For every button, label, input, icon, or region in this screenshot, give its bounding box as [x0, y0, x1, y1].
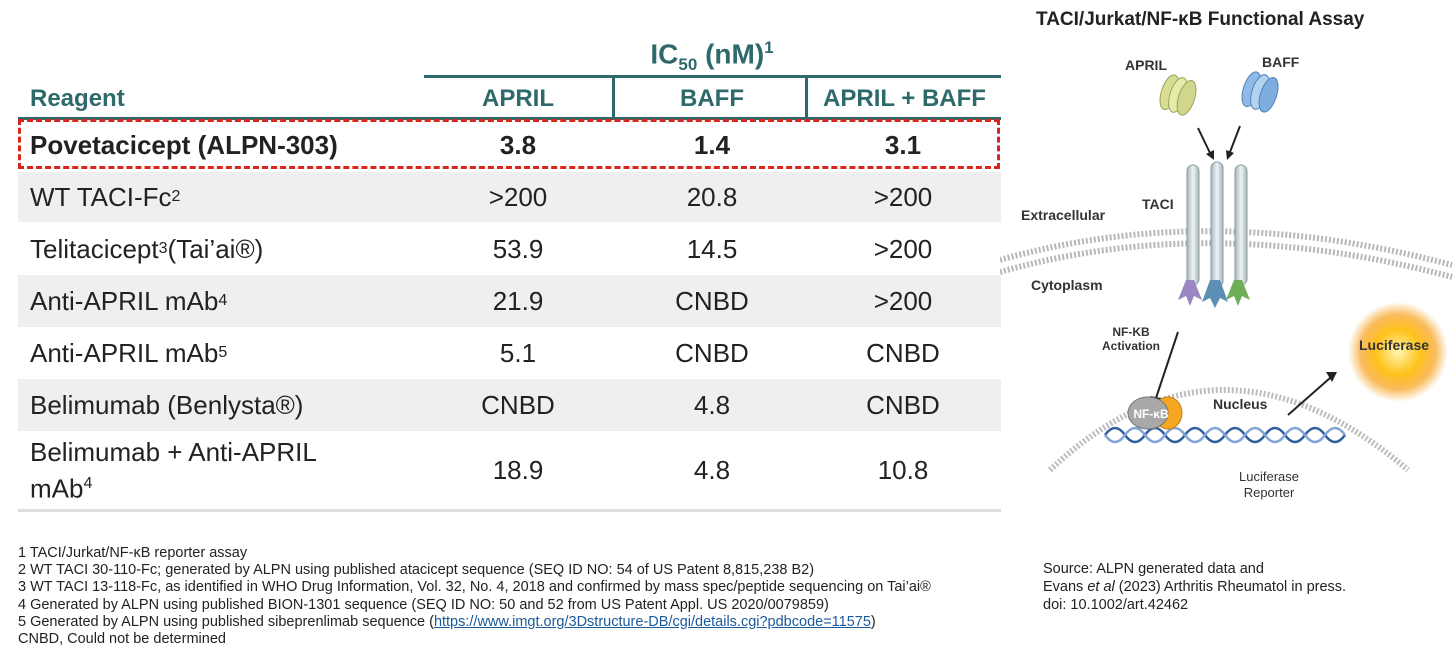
baff-ligand-icon: [1241, 71, 1279, 113]
reagent-name: Belimumab (Benlysta®): [30, 389, 304, 420]
header-reagent: Reagent: [30, 85, 125, 112]
footnotes: 1 TACI/Jurkat/NF-κB reporter assay 2 WT …: [18, 545, 931, 648]
highlight-box: [18, 119, 1000, 169]
table-row: Povetacicept (ALPN-303) 3.8 1.4 3.1: [18, 120, 1001, 170]
value-april-baff: >200: [873, 233, 933, 264]
value-april-baff: 10.8: [877, 454, 929, 485]
table-row: Belimumab + Anti-APRIL mAb4 18.9 4.8 10.…: [18, 431, 1001, 509]
source-citation: Source: ALPN generated data and Evans et…: [1043, 561, 1347, 613]
value-april: CNBD: [481, 389, 555, 420]
header-april-baff: APRIL + BAFF: [823, 85, 986, 112]
label-cytoplasm: Cytoplasm: [1031, 277, 1103, 293]
value-april: 5.1: [499, 337, 537, 368]
table-header-row: Reagent APRIL BAFF APRIL + BAFF: [18, 78, 1001, 118]
label-nfkb-complex: NF-κB: [1133, 407, 1169, 421]
value-april-baff: >200: [873, 285, 933, 316]
value-baff: 1.4: [693, 129, 731, 160]
reagent-name: Belimumab + Anti-APRIL mAb4: [30, 436, 317, 504]
label-nfkb-activation: NF-KB Activation: [1101, 325, 1160, 353]
luciferase-glow-icon: [1348, 302, 1448, 402]
value-april: >200: [488, 181, 548, 212]
value-april: 18.9: [492, 454, 544, 485]
reagent-name: Anti-APRIL mAb 5: [30, 337, 228, 368]
taci-receptor-icon: [1178, 161, 1250, 308]
table-row: WT TACI-Fc 2 >200 20.8 >200: [18, 172, 1001, 222]
value-baff: CNBD: [675, 285, 749, 316]
value-april-baff: CNBD: [866, 337, 940, 368]
value-april-baff: >200: [873, 181, 933, 212]
value-baff: 20.8: [686, 181, 738, 212]
header-separator: [805, 78, 808, 118]
label-april: APRIL: [1125, 57, 1167, 73]
arrow-icon: [1197, 127, 1211, 154]
reagent-name: WT TACI-Fc 2: [30, 181, 181, 212]
arrow-icon: [1229, 125, 1241, 153]
value-april-baff: CNBD: [866, 389, 940, 420]
reagent-name: Telitacicept 3 (Tai’ai®): [30, 233, 264, 264]
footnote-3: 3 WT TACI 13-118-Fc, as identified in WH…: [18, 579, 931, 596]
table-row: Telitacicept 3 (Tai’ai®) 53.9 14.5 >200: [18, 223, 1001, 275]
diagram-title: TACI/Jurkat/NF-κB Functional Assay: [1036, 9, 1365, 30]
reagent-name: Anti-APRIL mAb 4: [30, 285, 228, 316]
value-baff: 14.5: [686, 233, 738, 264]
value-baff: 4.8: [693, 389, 731, 420]
footnote-2: 2 WT TACI 30-110-Fc; generated by ALPN u…: [18, 562, 815, 579]
ic50-title: IC50 (nM)1: [650, 38, 774, 74]
arrow-icon: [1287, 377, 1331, 416]
footnote-cnbd: CNBD, Could not be determined: [18, 631, 226, 648]
imgt-link[interactable]: https://www.imgt.org/3Dstructure-DB/cgi/…: [433, 613, 871, 630]
header-baff: BAFF: [680, 85, 744, 112]
arrow-icon: [1155, 331, 1179, 399]
header-april: APRIL: [482, 85, 554, 112]
value-april: 53.9: [492, 233, 544, 264]
label-baff: BAFF: [1262, 54, 1300, 70]
label-luciferase-reporter: Luciferase Reporter: [1239, 469, 1299, 500]
reagent-name: Povetacicept (ALPN-303): [30, 129, 338, 160]
april-ligand-icon: [1159, 74, 1197, 116]
value-baff: CNBD: [675, 337, 749, 368]
table-row: Anti-APRIL mAb 5 5.1 CNBD CNBD: [18, 327, 1001, 379]
header-divider-bottom: [18, 117, 1001, 120]
table-bottom-border: [18, 509, 1001, 512]
value-april: 3.8: [499, 129, 537, 160]
value-baff: 4.8: [693, 454, 731, 485]
nucleus-membrane: [1047, 387, 1410, 473]
nfkb-gray-subunit-icon: [1127, 396, 1169, 430]
cell-membrane: [1000, 228, 1453, 268]
footnote-1: 1 TACI/Jurkat/NF-κB reporter assay: [18, 545, 248, 561]
label-taci: TACI: [1142, 196, 1174, 212]
dna-helix-icon: [1103, 426, 1347, 444]
value-april-baff: 3.1: [884, 129, 922, 160]
label-nucleus: Nucleus: [1213, 396, 1268, 412]
footnote-5: 5 Generated by ALPN using published sibe…: [18, 613, 876, 630]
label-extracellular: Extracellular: [1021, 207, 1106, 223]
header-separator: [612, 78, 615, 118]
footnote-4: 4 Generated by ALPN using published BION…: [18, 596, 829, 613]
value-april: 21.9: [492, 285, 544, 316]
table-row: Anti-APRIL mAb 4 21.9 CNBD >200: [18, 275, 1001, 327]
header-divider-top: [424, 75, 1001, 78]
label-luciferase: Luciferase: [1359, 337, 1430, 353]
table-row: Belimumab (Benlysta®) CNBD 4.8 CNBD: [18, 379, 1001, 431]
taci-assay-diagram: [1000, 71, 1453, 473]
